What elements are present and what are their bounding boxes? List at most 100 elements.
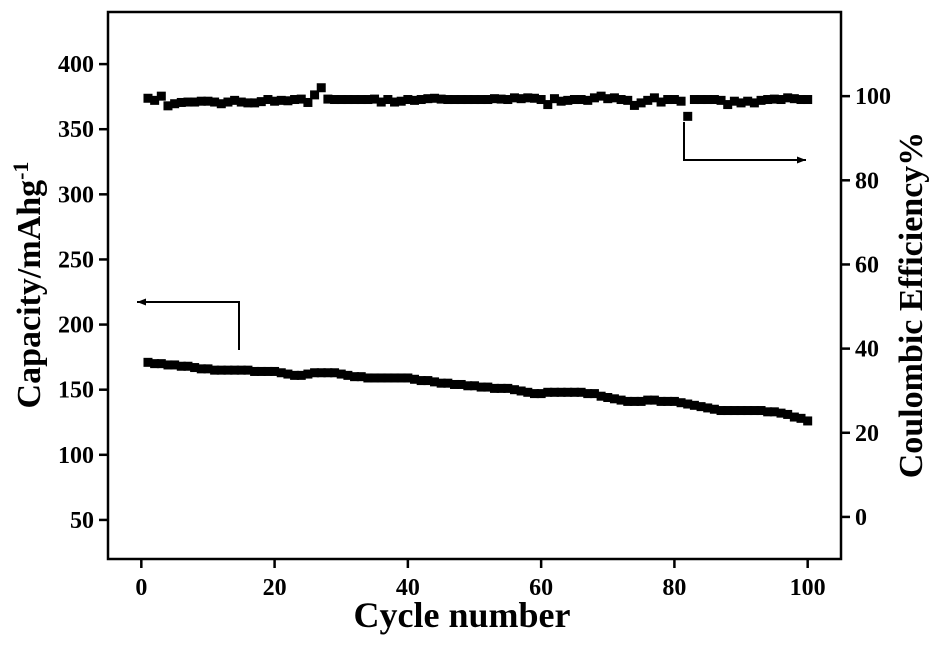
efficiency-point: [763, 95, 773, 105]
right-y-tick-label: 0: [855, 505, 867, 531]
efficiency-point: [396, 96, 406, 106]
capacity-point: [696, 402, 706, 412]
efficiency-point: [410, 95, 420, 105]
efficiency-point: [250, 98, 260, 108]
x-tick-label: 100: [790, 575, 826, 601]
capacity-point: [436, 378, 446, 388]
left-y-tick-label: 200: [58, 313, 94, 339]
coulombic-efficiency-series: [143, 83, 813, 121]
efficiency-point: [636, 98, 646, 108]
capacity-point: [509, 385, 519, 395]
left-y-axis-title-main: Capacity/mAhg: [11, 180, 48, 409]
efficiency-point: [669, 95, 679, 105]
efficiency-point: [776, 95, 786, 105]
capacity-point: [749, 406, 759, 416]
efficiency-point: [316, 83, 326, 93]
left-y-tick-label: 300: [58, 182, 94, 208]
x-tick-label: 80: [662, 575, 686, 601]
capacity-point: [396, 373, 406, 383]
right-y-axis-title: Coulombic Efficiency%: [893, 132, 930, 479]
capacity-point: [330, 368, 340, 378]
capacity-point: [210, 365, 220, 375]
capacity-point: [356, 372, 366, 382]
efficiency-point: [390, 97, 400, 107]
capacity-point: [156, 359, 166, 369]
efficiency-point: [729, 96, 739, 106]
capacity-point: [223, 365, 233, 375]
left-y-tick-label: 100: [58, 443, 94, 469]
capacity-point: [649, 395, 659, 405]
capacity-point: [150, 359, 160, 369]
efficiency-point: [676, 96, 686, 106]
capacity-point: [543, 387, 553, 397]
efficiency-point: [643, 95, 653, 105]
left-y-tick-label: 350: [58, 117, 94, 143]
capacity-point: [616, 395, 626, 405]
capacity-point: [270, 366, 280, 376]
capacity-point: [609, 394, 619, 404]
efficiency-point: [290, 95, 300, 105]
right-y-tick-label: 40: [855, 337, 879, 363]
capacity-point: [596, 391, 606, 401]
capacity-point: [629, 396, 639, 406]
capacity-point: [689, 400, 699, 410]
efficiency-point: [343, 95, 353, 105]
efficiency-point: [523, 93, 533, 103]
capacity-point: [183, 361, 193, 371]
efficiency-point: [163, 101, 173, 111]
capacity-point: [729, 406, 739, 416]
efficiency-point: [563, 95, 573, 105]
capacity-point: [529, 389, 539, 399]
capacity-point: [563, 387, 573, 397]
efficiency-point: [150, 95, 160, 105]
capacity-point: [496, 383, 506, 393]
efficiency-point: [310, 90, 320, 100]
capacity-point: [176, 361, 186, 371]
capacity-point: [776, 408, 786, 418]
capacity-point: [603, 393, 613, 403]
capacity-point: [443, 378, 453, 388]
capacity-point: [796, 413, 806, 423]
efficiency-point: [323, 94, 333, 104]
capacity-point: [370, 373, 380, 383]
efficiency-point: [230, 95, 240, 105]
capacity-point: [216, 365, 226, 375]
efficiency-point: [483, 95, 493, 105]
efficiency-point: [656, 97, 666, 107]
capacity-point: [769, 407, 779, 417]
capacity-point: [643, 395, 653, 405]
capacity-point: [683, 399, 693, 409]
capacity-point: [376, 373, 386, 383]
capacity-point: [516, 386, 526, 396]
capacity-point: [416, 376, 426, 386]
efficiency-point: [403, 95, 413, 105]
efficiency-point: [556, 96, 566, 106]
efficiency-point: [143, 93, 153, 103]
efficiency-point: [350, 95, 360, 105]
efficiency-point: [709, 95, 719, 105]
capacity-point: [296, 370, 306, 380]
left-y-tick-label: 400: [58, 52, 94, 78]
capacity-point: [523, 387, 533, 397]
efficiency-point: [423, 94, 433, 104]
capacity-point: [756, 406, 766, 416]
efficiency-point: [270, 96, 280, 106]
right-y-tick-label: 80: [855, 168, 879, 194]
capacity-point: [803, 416, 813, 426]
efficiency-point: [263, 95, 273, 105]
efficiency-point: [216, 99, 226, 109]
efficiency-point: [796, 95, 806, 105]
efficiency-point: [156, 91, 166, 101]
capacity-point: [669, 396, 679, 406]
capacity-point: [236, 365, 246, 375]
efficiency-point: [223, 97, 233, 107]
efficiency-point: [736, 98, 746, 108]
left-y-axis-title-superscript: -1: [8, 162, 33, 180]
efficiency-point: [330, 95, 340, 105]
efficiency-point: [596, 91, 606, 101]
efficiency-point: [743, 96, 753, 106]
left-y-axis: 50 100 150 200 250 300 350 400: [58, 52, 108, 534]
left-axis-indicator-arrow: [137, 298, 240, 350]
efficiency-point: [549, 94, 559, 104]
